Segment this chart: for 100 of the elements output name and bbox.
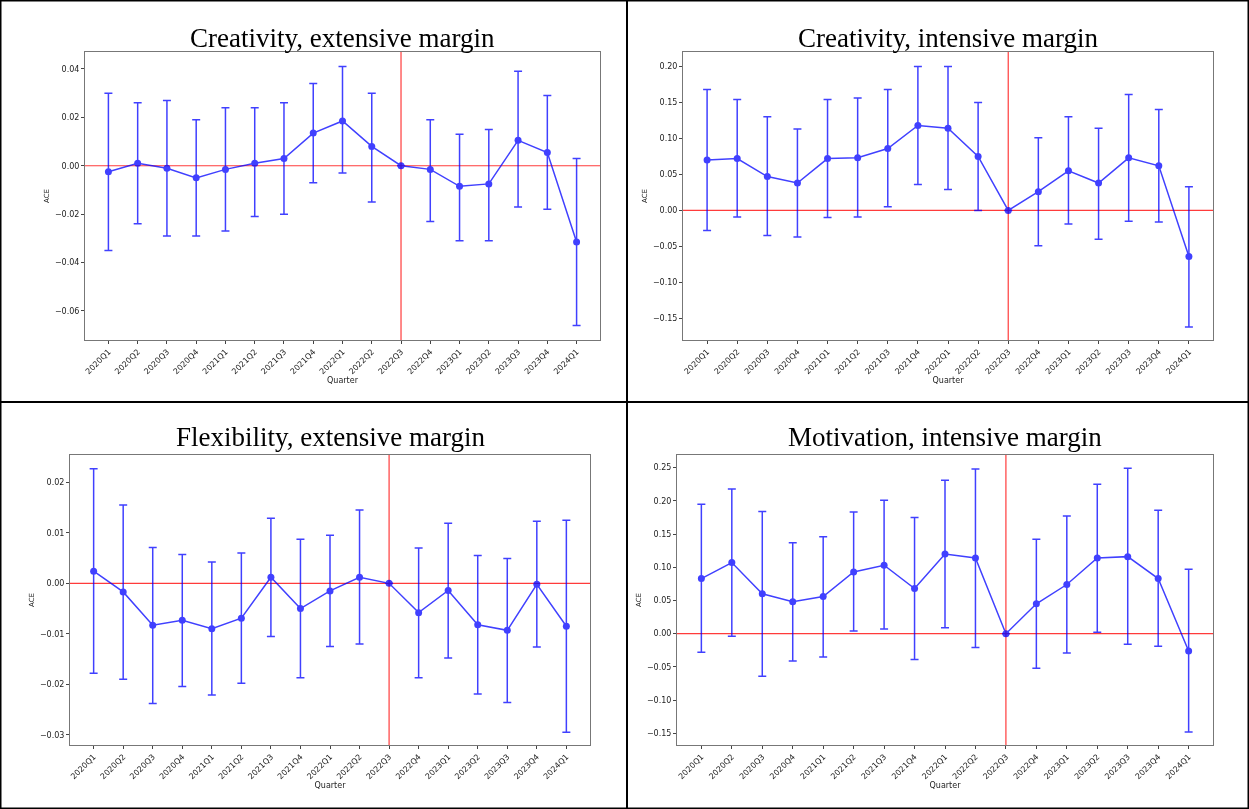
point <box>824 155 832 163</box>
point <box>703 156 711 164</box>
point <box>763 173 771 181</box>
point <box>149 621 157 629</box>
y-tick-label: −0.04 <box>54 258 80 268</box>
point <box>728 559 736 567</box>
point <box>280 154 288 162</box>
x-axis-title: Quarter <box>929 781 962 791</box>
point <box>884 144 892 152</box>
point <box>850 568 858 576</box>
point <box>573 238 581 246</box>
point <box>104 168 112 176</box>
point <box>533 580 541 588</box>
x-axis-title: Quarter <box>327 376 359 386</box>
y-tick-label: 0.10 <box>659 134 678 144</box>
point <box>267 573 275 581</box>
point <box>1095 179 1103 187</box>
y-tick-label: 0.00 <box>46 579 65 589</box>
point <box>1032 600 1040 608</box>
y-tick-label: 0.02 <box>61 113 80 123</box>
chart-title: Creativity, extensive margin <box>190 23 495 53</box>
point <box>793 179 801 187</box>
point <box>974 152 982 160</box>
chart-title: Flexibility, extensive margin <box>176 422 486 452</box>
point <box>1063 581 1071 589</box>
y-tick-label: −0.02 <box>39 680 65 690</box>
point <box>368 142 376 150</box>
y-tick-label: 0.04 <box>61 64 80 74</box>
point <box>356 573 364 581</box>
y-tick-label: 0.10 <box>653 563 672 573</box>
point <box>819 592 827 600</box>
point <box>485 180 493 188</box>
point <box>251 159 259 167</box>
point <box>854 154 862 162</box>
point <box>296 605 304 613</box>
y-tick-label: −0.05 <box>646 662 672 672</box>
y-tick-label: 0.15 <box>653 529 672 539</box>
point <box>543 148 551 156</box>
point <box>971 554 979 562</box>
point <box>911 585 919 593</box>
point <box>178 616 186 624</box>
point <box>456 182 464 190</box>
y-tick-label: −0.10 <box>646 695 672 705</box>
point <box>221 165 229 173</box>
point <box>1034 188 1042 196</box>
y-tick-label: 0.02 <box>46 478 65 488</box>
point <box>326 587 334 595</box>
point <box>90 567 98 575</box>
y-tick-label: −0.06 <box>54 306 80 316</box>
y-tick-label: 0.05 <box>659 170 678 180</box>
y-tick-label: 0.00 <box>659 206 678 216</box>
point <box>134 159 142 167</box>
y-tick-label: 0.01 <box>46 528 65 538</box>
point <box>1185 647 1193 655</box>
y-tick-label: 0.00 <box>61 161 80 171</box>
point <box>944 124 952 132</box>
y-tick-label: −0.01 <box>39 629 65 639</box>
point <box>339 117 346 125</box>
point <box>415 609 423 617</box>
y-tick-label: 0.15 <box>659 98 678 108</box>
point <box>237 614 245 622</box>
point <box>880 561 888 569</box>
point <box>309 129 317 137</box>
point <box>1185 252 1193 260</box>
y-tick-label: −0.15 <box>646 729 672 739</box>
point <box>426 165 434 173</box>
point <box>1124 553 1132 561</box>
point <box>562 622 570 630</box>
x-axis-title: Quarter <box>932 376 965 386</box>
point <box>733 155 741 163</box>
chart-title: Motivation, intensive margin <box>788 422 1103 452</box>
point <box>789 598 797 606</box>
point <box>514 136 522 144</box>
y-tick-label: 0.00 <box>653 629 672 639</box>
point <box>119 588 127 596</box>
y-tick-label: −0.03 <box>39 730 65 740</box>
chart-title: Creativity, intensive margin <box>798 23 1099 53</box>
point <box>208 625 216 633</box>
y-tick-label: −0.15 <box>652 314 678 324</box>
point <box>914 121 922 129</box>
x-axis-title: Quarter <box>314 781 347 791</box>
point <box>503 626 511 634</box>
point <box>163 164 171 172</box>
point <box>697 575 705 583</box>
y-tick-label: −0.05 <box>652 242 678 252</box>
point <box>1155 162 1163 170</box>
y-tick-label: −0.10 <box>652 278 678 288</box>
point <box>1125 154 1133 162</box>
y-tick-label: −0.02 <box>54 209 80 219</box>
y-tick-label: 0.25 <box>653 463 672 473</box>
y-tick-label: 0.05 <box>653 596 672 606</box>
y-tick-label: 0.20 <box>653 496 672 506</box>
y-tick-label: 0.20 <box>659 62 678 72</box>
point <box>474 621 482 629</box>
point <box>1093 554 1101 562</box>
point <box>192 174 200 182</box>
point <box>444 586 452 594</box>
point <box>941 550 949 558</box>
point <box>758 590 766 598</box>
point <box>1154 575 1162 583</box>
